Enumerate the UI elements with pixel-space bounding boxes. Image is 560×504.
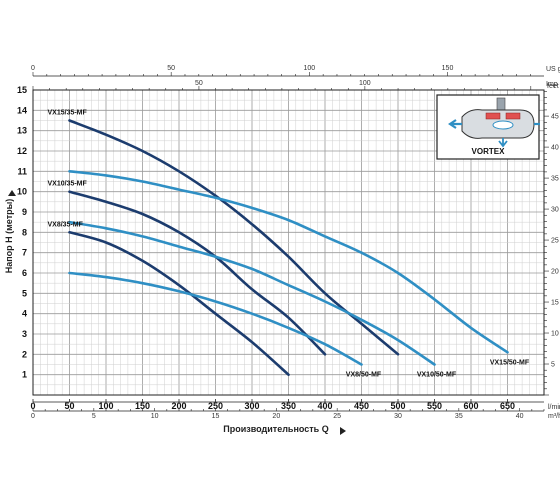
y-feet-tick-label: 25	[551, 238, 559, 245]
y-tick-label: 4	[22, 309, 27, 319]
x-axis-m3h-unit: m³/h	[548, 413, 560, 420]
series-label-vx8-35-mf: VX8/35-MF	[48, 221, 84, 228]
x-m3h-tick-label: 30	[394, 413, 402, 420]
y-feet-tick-label: 40	[551, 145, 559, 152]
y-tick-label: 15	[17, 85, 27, 95]
x-tick-label: 50	[64, 401, 74, 411]
x-tick-label: 300	[244, 401, 259, 411]
y-axis-arrow-icon	[8, 190, 16, 196]
y-tick-label: 10	[17, 187, 27, 197]
x-m3h-tick-label: 25	[333, 413, 341, 420]
x-axis-imp-unit: Imp g.p.m.	[546, 81, 560, 88]
series-line-vx15-50-mf	[68, 170, 509, 354]
x-tick-label: 400	[317, 401, 332, 411]
x-tick-label: 350	[281, 401, 296, 411]
x-tick-label: 0	[30, 401, 35, 411]
x-tick-label: 250	[208, 401, 223, 411]
y-tick-label: 9	[22, 207, 27, 217]
x-m3h-tick-label: 10	[151, 413, 159, 420]
x-tick-label: 500	[390, 401, 405, 411]
x-tick-label: 450	[354, 401, 369, 411]
y-tick-label: 11	[17, 166, 27, 176]
y-feet-tick-label: 10	[551, 331, 559, 338]
x-axis-title: Производительность Q	[223, 424, 328, 434]
vortex-label: VORTEX	[472, 147, 506, 156]
y-axis-feet-unit: feet	[547, 83, 559, 90]
y-tick-label: 8	[22, 227, 27, 237]
series-line-vx8-35-mf	[68, 231, 290, 376]
y-feet-tick-label: 45	[551, 114, 559, 121]
y-feet-tick-label: 20	[551, 269, 559, 276]
series-group	[68, 119, 509, 376]
y-feet-tick-label: 30	[551, 207, 559, 214]
series-labels: VX15/35-MF VX10/35-MF VX8/35-MF VX15/50-MF V…	[48, 110, 530, 379]
y-tick-label: 7	[22, 248, 27, 258]
y-tick-label: 3	[22, 329, 27, 339]
series-label-vx8-50-mf: VX8/50-MF	[346, 372, 382, 379]
plot-border	[32, 89, 545, 396]
x-us-tick-label: 0	[31, 65, 35, 72]
y-tick-label: 14	[17, 105, 27, 115]
y-feet-tick-label: 15	[551, 300, 559, 307]
x-tick-label: 550	[427, 401, 442, 411]
impeller-icon	[448, 97, 540, 148]
y-axis-title: Напор H (метры)	[4, 199, 14, 274]
y-tick-label: 5	[22, 288, 27, 298]
y-feet-tick-label: 5	[551, 362, 555, 369]
series-line-vx8-50-mf	[68, 271, 363, 366]
x-tick-label: 200	[171, 401, 186, 411]
x-m3h-tick-label: 15	[212, 413, 220, 420]
series-line-vx10-50-mf	[68, 220, 436, 366]
x-tick-label: 100	[98, 401, 113, 411]
series-line-vx10-35-mf	[68, 190, 327, 356]
x-us-tick-label: 100	[303, 65, 315, 72]
series-label-vx15-35-mf: VX15/35-MF	[48, 110, 88, 117]
x-m3h-tick-label: 35	[455, 413, 463, 420]
x-imp-tick-label: 100	[359, 80, 371, 87]
x-m3h-tick-label: 0	[31, 413, 35, 420]
y-tick-label: 12	[17, 146, 27, 156]
series-label-vx15-50-mf: VX15/50-MF	[490, 359, 530, 366]
y-tick-label: 13	[17, 126, 27, 136]
vortex-inset: VORTEX	[436, 94, 540, 160]
x-axis-unit: l/min	[548, 404, 560, 411]
x-m3h-tick-label: 20	[272, 413, 280, 420]
y-feet-tick-label: 35	[551, 176, 559, 183]
series-label-vx10-35-mf: VX10/35-MF	[48, 181, 88, 188]
x-imp-tick-label: 50	[195, 80, 203, 87]
x-axis-arrow-icon	[340, 427, 346, 435]
x-us-tick-label: 50	[167, 65, 175, 72]
y-tick-label: 6	[22, 268, 27, 278]
x-tick-label: 150	[135, 401, 150, 411]
y-tick-label: 2	[22, 349, 27, 359]
x-tick-label: 650	[500, 401, 515, 411]
x-axis-us-unit: US g.p.m.	[546, 66, 560, 73]
series-label-vx10-50-mf: VX10/50-MF	[417, 372, 457, 379]
x-tick-label: 600	[463, 401, 478, 411]
x-m3h-tick-label: 40	[516, 413, 524, 420]
x-m3h-tick-label: 5	[92, 413, 96, 420]
y-tick-label: 1	[22, 370, 27, 380]
x-us-tick-label: 150	[442, 65, 454, 72]
